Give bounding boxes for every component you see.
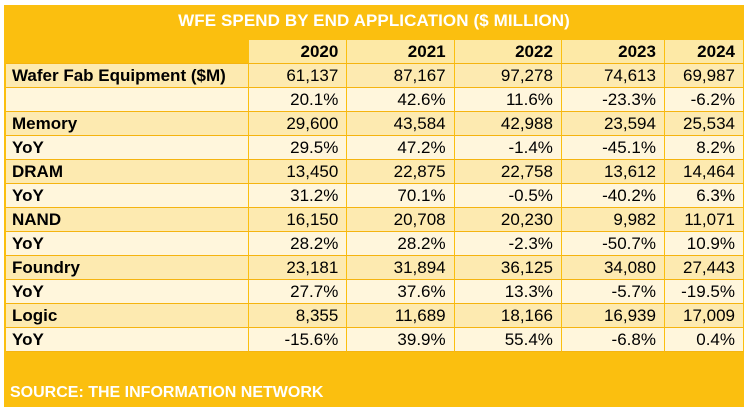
source-note: SOURCE: THE INFORMATION NETWORK xyxy=(10,384,324,401)
table-cell: 70.1% xyxy=(347,184,455,208)
row-label: YoY xyxy=(6,280,249,304)
table-row: Logic 8,355 11,689 18,166 16,939 17,009 xyxy=(6,304,744,328)
table-cell: 22,758 xyxy=(454,160,562,184)
table-row: DRAM 13,450 22,875 22,758 13,612 14,464 xyxy=(6,160,744,184)
table-cell: 23,181 xyxy=(248,256,348,280)
table-cell: 23,594 xyxy=(561,112,665,136)
table-cell: 87,167 xyxy=(347,64,455,88)
table-row: 20.1% 42.6% 11.6% -23.3% -6.2% xyxy=(6,88,744,112)
table-body: Wafer Fab Equipment ($M) 61,137 87,167 97,2… xyxy=(6,64,744,352)
table-cell: -1.4% xyxy=(454,136,562,160)
table-cell: -15.6% xyxy=(248,328,348,352)
row-label: YoY xyxy=(6,184,249,208)
table-cell: 55.4% xyxy=(454,328,562,352)
row-label: DRAM xyxy=(6,160,249,184)
table-cell: -5.7% xyxy=(561,280,665,304)
row-label: Wafer Fab Equipment ($M) xyxy=(6,64,249,88)
header-row: 2020 2021 2022 2023 2024 xyxy=(6,40,744,64)
table-cell: 17,009 xyxy=(664,304,744,328)
table-row: Wafer Fab Equipment ($M) 61,137 87,167 97,2… xyxy=(6,64,744,88)
row-label: YoY xyxy=(6,136,249,160)
table-cell: 20.1% xyxy=(248,88,348,112)
row-label xyxy=(6,88,249,112)
table-cell: 20,230 xyxy=(454,208,562,232)
table-title: WFE SPEND BY END APPLICATION ($ MILLION) xyxy=(178,11,570,30)
table-cell: 8,355 xyxy=(248,304,348,328)
table-cell: -23.3% xyxy=(561,88,665,112)
row-label: YoY xyxy=(6,328,249,352)
table-cell: 0.4% xyxy=(664,328,744,352)
table-cell: 13.3% xyxy=(454,280,562,304)
row-label: NAND xyxy=(6,208,249,232)
wfe-table: 2020 2021 2022 2023 2024 Wafer Fab Equip… xyxy=(6,40,744,352)
table-cell: 11.6% xyxy=(454,88,562,112)
table-cell: 47.2% xyxy=(347,136,455,160)
table-cell: 20,708 xyxy=(347,208,455,232)
table-cell: 16,150 xyxy=(248,208,348,232)
column-header: 2020 xyxy=(248,40,348,64)
table-cell: 18,166 xyxy=(454,304,562,328)
table-container: WFE SPEND BY END APPLICATION ($ MILLION)… xyxy=(4,5,744,407)
table-cell: 6.3% xyxy=(664,184,744,208)
table-cell: 13,612 xyxy=(561,160,665,184)
table-cell: 28.2% xyxy=(248,232,348,256)
header-corner xyxy=(6,40,249,64)
table-cell: 8.2% xyxy=(664,136,744,160)
row-label: Memory xyxy=(6,112,249,136)
table-row: YoY 27.7% 37.6% 13.3% -5.7% -19.5% xyxy=(6,280,744,304)
table-cell: 27.7% xyxy=(248,280,348,304)
row-label: Foundry xyxy=(6,256,249,280)
table-row: YoY 29.5% 47.2% -1.4% -45.1% 8.2% xyxy=(6,136,744,160)
table-cell: -2.3% xyxy=(454,232,562,256)
table-cell: 39.9% xyxy=(347,328,455,352)
table-row: Memory 29,600 43,584 42,988 23,594 25,534 xyxy=(6,112,744,136)
table-cell: -19.5% xyxy=(664,280,744,304)
table-cell: 22,875 xyxy=(347,160,455,184)
column-header: 2024 xyxy=(664,40,744,64)
table-cell: 42.6% xyxy=(347,88,455,112)
table-cell: 25,534 xyxy=(664,112,744,136)
table-cell: 31,894 xyxy=(347,256,455,280)
table-cell: 34,080 xyxy=(561,256,665,280)
table-row: YoY 31.2% 70.1% -0.5% -40.2% 6.3% xyxy=(6,184,744,208)
table-cell: 13,450 xyxy=(248,160,348,184)
table-row: Foundry 23,181 31,894 36,125 34,080 27,443 xyxy=(6,256,744,280)
table-cell: 29.5% xyxy=(248,136,348,160)
column-header: 2023 xyxy=(561,40,665,64)
table-row: YoY -15.6% 39.9% 55.4% -6.8% 0.4% xyxy=(6,328,744,352)
table-cell: -6.8% xyxy=(561,328,665,352)
table-cell: -40.2% xyxy=(561,184,665,208)
table-cell: 69,987 xyxy=(664,64,744,88)
table-cell: 16,939 xyxy=(561,304,665,328)
table-cell: 14,464 xyxy=(664,160,744,184)
table-row: NAND 16,150 20,708 20,230 9,982 11,071 xyxy=(6,208,744,232)
table-cell: 42,988 xyxy=(454,112,562,136)
table-row: YoY 28.2% 28.2% -2.3% -50.7% 10.9% xyxy=(6,232,744,256)
column-header: 2021 xyxy=(347,40,455,64)
table-cell: 43,584 xyxy=(347,112,455,136)
table-cell: -45.1% xyxy=(561,136,665,160)
table-cell: 10.9% xyxy=(664,232,744,256)
table-cell: 61,137 xyxy=(248,64,348,88)
column-header: 2022 xyxy=(454,40,562,64)
row-label: Logic xyxy=(6,304,249,328)
table-cell: -50.7% xyxy=(561,232,665,256)
table-cell: 37.6% xyxy=(347,280,455,304)
table-cell: -6.2% xyxy=(664,88,744,112)
table-cell: 31.2% xyxy=(248,184,348,208)
table-cell: 27,443 xyxy=(664,256,744,280)
table-cell: -0.5% xyxy=(454,184,562,208)
table-cell: 74,613 xyxy=(561,64,665,88)
table-cell: 97,278 xyxy=(454,64,562,88)
table-cell: 11,689 xyxy=(347,304,455,328)
table-cell: 28.2% xyxy=(347,232,455,256)
table-cell: 9,982 xyxy=(561,208,665,232)
table-cell: 11,071 xyxy=(664,208,744,232)
table-cell: 36,125 xyxy=(454,256,562,280)
table-cell: 29,600 xyxy=(248,112,348,136)
row-label: YoY xyxy=(6,232,249,256)
